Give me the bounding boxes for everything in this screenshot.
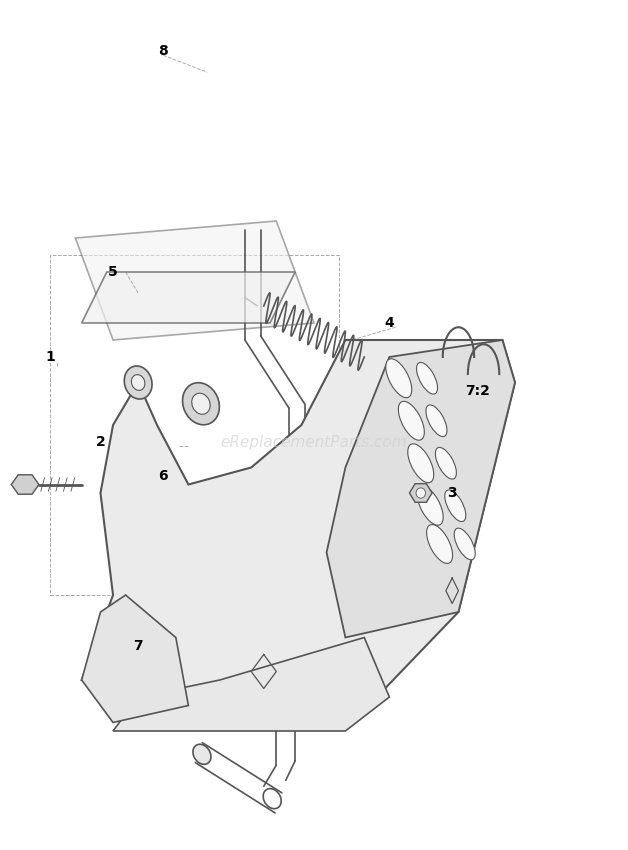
Polygon shape [82,272,295,323]
Ellipse shape [193,745,211,764]
Polygon shape [82,595,188,722]
Ellipse shape [386,359,412,398]
Ellipse shape [417,486,443,525]
Polygon shape [113,357,389,697]
Text: 7:2: 7:2 [465,384,490,398]
Polygon shape [327,340,515,638]
Polygon shape [11,475,39,494]
Polygon shape [82,340,515,706]
Ellipse shape [426,524,453,564]
Polygon shape [409,484,432,502]
Ellipse shape [408,444,434,483]
Text: 4: 4 [384,316,394,330]
Ellipse shape [435,447,457,479]
Polygon shape [113,638,389,731]
Ellipse shape [454,528,475,560]
Ellipse shape [416,488,425,498]
Ellipse shape [131,375,145,390]
Text: 3: 3 [447,486,457,500]
Polygon shape [75,221,314,340]
Ellipse shape [416,362,438,394]
Text: 6: 6 [158,469,168,483]
Ellipse shape [192,394,210,414]
Text: 8: 8 [158,44,168,58]
Text: 7: 7 [133,639,143,653]
Text: eReplacementParts.com: eReplacementParts.com [220,434,408,450]
Text: 1: 1 [45,350,55,364]
Text: 5: 5 [108,265,118,279]
Ellipse shape [183,382,219,425]
Text: 2: 2 [95,435,106,449]
Ellipse shape [445,490,466,522]
Ellipse shape [124,366,152,399]
Ellipse shape [426,405,447,437]
Ellipse shape [398,401,425,440]
